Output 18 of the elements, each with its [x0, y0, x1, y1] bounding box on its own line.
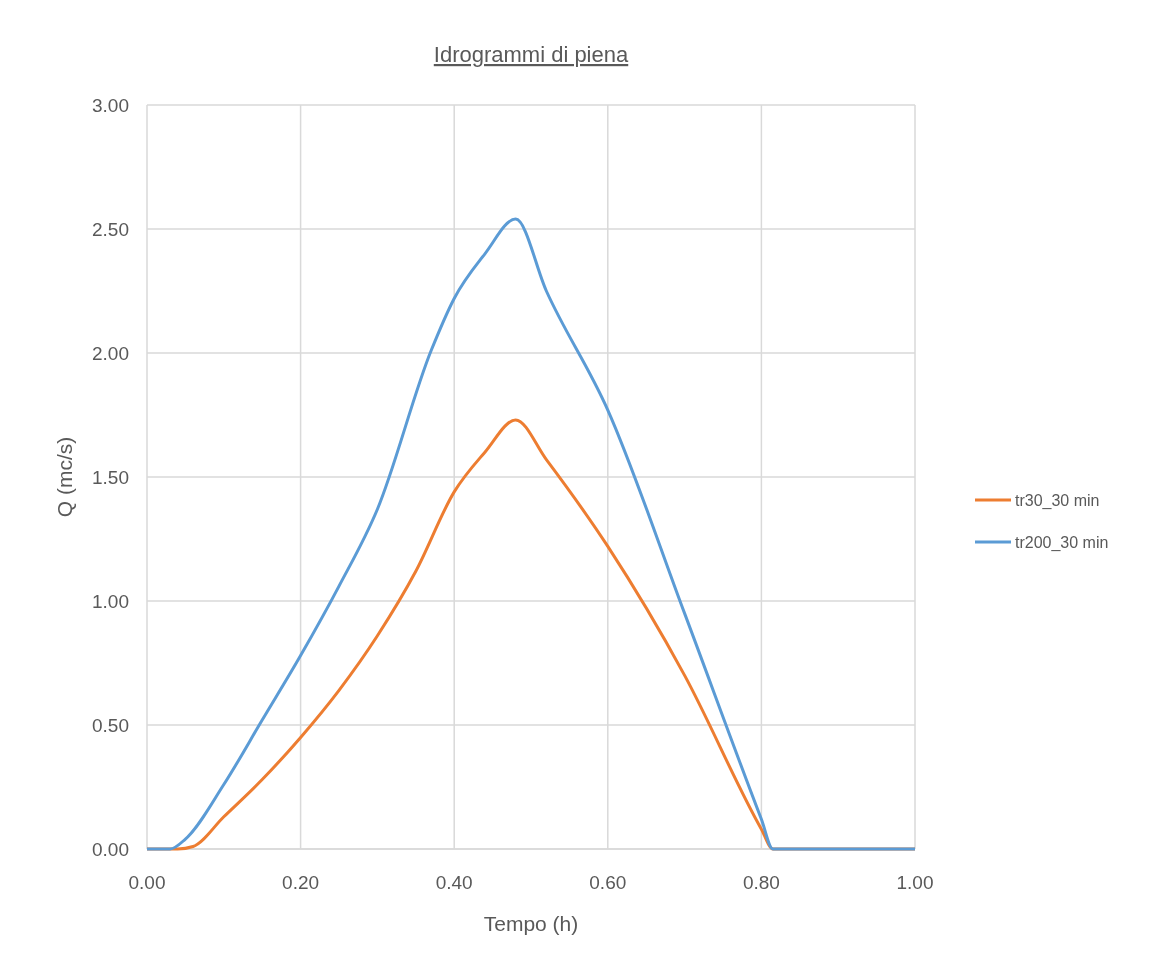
y-tick-label: 3.00 [92, 95, 129, 116]
y-tick-label: 1.50 [92, 467, 129, 488]
y-tick-label: 2.00 [92, 343, 129, 364]
y-tick-label: 0.00 [92, 839, 129, 860]
y-tick-label: 1.00 [92, 591, 129, 612]
chart-title: Idrogrammi di piena [433, 42, 629, 67]
x-tick-label: 1.00 [896, 872, 934, 893]
x-tick-label: 0.60 [589, 872, 627, 893]
x-tick-label: 0.20 [282, 872, 320, 893]
x-tick-label: 0.00 [128, 872, 166, 893]
x-axis-title: Tempo (h) [483, 912, 579, 935]
x-tick-label: 0.40 [435, 872, 473, 893]
legend-label: tr30_30 min [1015, 492, 1100, 510]
y-axis-title: Q (mc/s) [53, 436, 76, 518]
x-tick-label: 0.80 [742, 872, 780, 893]
legend-label: tr200_30 min [1015, 534, 1109, 552]
y-tick-label: 0.50 [92, 715, 129, 736]
y-tick-label: 2.50 [92, 219, 129, 240]
